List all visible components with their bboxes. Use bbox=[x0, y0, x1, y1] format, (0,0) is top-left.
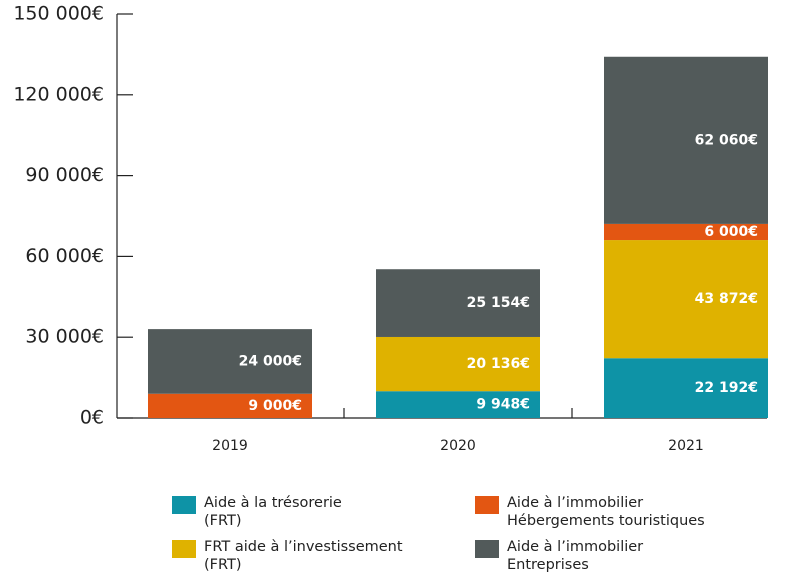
legend-label: Aide à l’immobilier Entreprises bbox=[507, 539, 644, 573]
value-label: 9 948€ bbox=[476, 397, 530, 413]
bar-segment bbox=[604, 223, 768, 241]
legend-swatch bbox=[475, 496, 499, 514]
value-label: 25 154€ bbox=[467, 295, 530, 311]
legend-swatch bbox=[172, 540, 196, 558]
legend-label: FRT aide à l’investissement (FRT) bbox=[204, 539, 403, 573]
legend-label: Aide à la trésorerie (FRT) bbox=[204, 495, 342, 529]
bar-segment bbox=[148, 393, 312, 418]
y-tick-label: 0€ bbox=[80, 407, 104, 429]
legend-swatch bbox=[475, 540, 499, 558]
y-tick-label: 150 000€ bbox=[13, 3, 104, 25]
bar-segment bbox=[604, 240, 768, 359]
y-tick-label: 120 000€ bbox=[13, 83, 104, 105]
value-label: 20 136€ bbox=[467, 356, 530, 372]
bar-segment bbox=[148, 329, 312, 394]
legend-item: Aide à l’immobilier Entreprises bbox=[475, 538, 643, 573]
bar-segment bbox=[376, 391, 540, 418]
legend-label: Aide à l’immobilier Hébergements tourist… bbox=[507, 495, 705, 529]
value-label: 22 192€ bbox=[695, 380, 758, 396]
x-tick-label: 2021 bbox=[668, 438, 704, 454]
legend-item: FRT aide à l’investissement (FRT) bbox=[172, 538, 403, 573]
y-tick-label: 30 000€ bbox=[25, 326, 104, 348]
bar-segment bbox=[604, 358, 768, 418]
chart: 0€ 30 000€ 60 000€ 90 000€ 120 000€ 150 000€ 2… bbox=[13, 3, 768, 454]
y-tick-label: 60 000€ bbox=[25, 245, 104, 267]
x-tick-label: 2020 bbox=[440, 438, 476, 454]
legend-item: Aide à la trésorerie (FRT) bbox=[172, 494, 342, 530]
legend-item: Aide à l’immobilier Hébergements tourist… bbox=[475, 494, 705, 530]
y-tick-label: 90 000€ bbox=[25, 164, 104, 186]
bar-segment bbox=[376, 269, 540, 337]
value-label: 6 000€ bbox=[704, 224, 758, 240]
value-label: 62 060€ bbox=[695, 132, 758, 148]
value-label: 9 000€ bbox=[248, 398, 302, 414]
value-label: 43 872€ bbox=[695, 291, 758, 307]
bar-segment bbox=[376, 336, 540, 392]
bar-segment bbox=[604, 56, 768, 224]
legend-swatch bbox=[172, 496, 196, 514]
x-tick-label: 2019 bbox=[212, 438, 248, 454]
value-label: 24 000€ bbox=[239, 353, 302, 369]
